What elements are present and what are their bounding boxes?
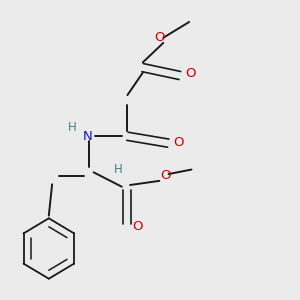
Text: H: H bbox=[68, 121, 76, 134]
Text: O: O bbox=[132, 220, 142, 233]
Text: O: O bbox=[155, 31, 165, 44]
Text: O: O bbox=[161, 169, 171, 182]
Text: H: H bbox=[113, 163, 122, 176]
Text: N: N bbox=[83, 130, 93, 143]
Text: O: O bbox=[174, 136, 184, 148]
Text: O: O bbox=[185, 67, 196, 80]
